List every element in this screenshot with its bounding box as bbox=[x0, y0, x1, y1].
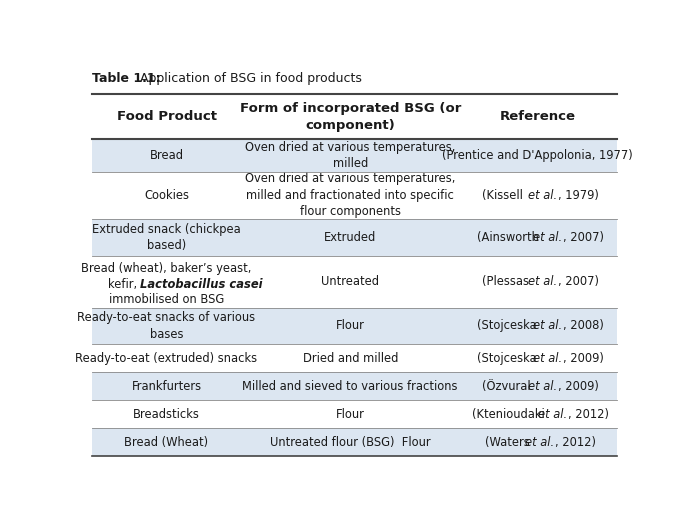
Text: Cookies: Cookies bbox=[144, 189, 189, 202]
Text: (Kissell: (Kissell bbox=[482, 189, 527, 202]
Text: Breadsticks: Breadsticks bbox=[133, 408, 200, 421]
Text: et al.: et al. bbox=[528, 380, 557, 393]
Text: Food Product: Food Product bbox=[117, 110, 216, 123]
Text: et al.: et al. bbox=[533, 319, 562, 332]
Text: Bread (Wheat): Bread (Wheat) bbox=[124, 436, 209, 449]
Text: et al.: et al. bbox=[533, 231, 562, 244]
Text: Table 1.1:: Table 1.1: bbox=[92, 72, 160, 84]
Text: (Stojceska: (Stojceska bbox=[477, 352, 540, 365]
Text: (Plessas: (Plessas bbox=[482, 275, 533, 288]
Bar bbox=[92, 400, 616, 428]
Text: , 2008): , 2008) bbox=[563, 319, 604, 332]
Text: (Waters: (Waters bbox=[485, 436, 533, 449]
Text: et al.: et al. bbox=[525, 436, 554, 449]
Text: immobilised on BSG: immobilised on BSG bbox=[109, 294, 224, 306]
Text: et al.: et al. bbox=[528, 275, 557, 288]
Text: , 2009): , 2009) bbox=[563, 352, 604, 365]
Bar bbox=[92, 344, 616, 372]
Text: Frankfurters: Frankfurters bbox=[131, 380, 202, 393]
Text: Extruded snack (chickpea
based): Extruded snack (chickpea based) bbox=[92, 223, 241, 252]
Bar bbox=[92, 140, 616, 172]
Text: Bread: Bread bbox=[149, 149, 184, 162]
Text: kefir,: kefir, bbox=[108, 278, 141, 291]
Text: Ready-to-eat (extruded) snacks: Ready-to-eat (extruded) snacks bbox=[75, 352, 258, 365]
Text: (Ainsworth: (Ainsworth bbox=[477, 231, 543, 244]
Bar bbox=[92, 256, 616, 307]
Text: (Prentice and D'Appolonia, 1977): (Prentice and D'Appolonia, 1977) bbox=[442, 149, 633, 162]
Text: Lactobacillus casei: Lactobacillus casei bbox=[140, 278, 263, 291]
Text: Flour: Flour bbox=[336, 319, 365, 332]
Text: Untreated: Untreated bbox=[321, 275, 379, 288]
Bar bbox=[92, 307, 616, 344]
Text: , 2012): , 2012) bbox=[568, 408, 609, 421]
Text: Milled and sieved to various fractions: Milled and sieved to various fractions bbox=[243, 380, 458, 393]
Bar bbox=[92, 172, 616, 219]
Bar bbox=[92, 428, 616, 456]
Text: (Ktenioudaki: (Ktenioudaki bbox=[473, 408, 549, 421]
Text: Flour: Flour bbox=[336, 408, 365, 421]
Text: Form of incorporated BSG (or
component): Form of incorporated BSG (or component) bbox=[240, 102, 461, 132]
Text: Reference: Reference bbox=[500, 110, 576, 123]
Text: Application of BSG in food products: Application of BSG in food products bbox=[135, 72, 361, 84]
Text: , 2012): , 2012) bbox=[556, 436, 596, 449]
Text: , 2007): , 2007) bbox=[558, 275, 599, 288]
Text: , 2009): , 2009) bbox=[558, 380, 599, 393]
Text: Oven dried at various temperatures,
milled and fractionated into specific
flour : Oven dried at various temperatures, mill… bbox=[245, 173, 455, 218]
Text: (Stojceska: (Stojceska bbox=[477, 319, 540, 332]
Text: et al.: et al. bbox=[533, 352, 562, 365]
Text: et al.: et al. bbox=[538, 408, 567, 421]
Text: Untreated flour (BSG)  Flour: Untreated flour (BSG) Flour bbox=[270, 436, 430, 449]
Text: Bread (wheat), baker’s yeast,: Bread (wheat), baker’s yeast, bbox=[82, 262, 252, 275]
Text: Ready-to-eat snacks of various
bases: Ready-to-eat snacks of various bases bbox=[77, 311, 256, 340]
Bar bbox=[92, 94, 616, 140]
Text: , 2007): , 2007) bbox=[563, 231, 604, 244]
Text: et al.: et al. bbox=[528, 189, 557, 202]
Text: , 1979): , 1979) bbox=[558, 189, 599, 202]
Text: Oven dried at various temperatures,
milled: Oven dried at various temperatures, mill… bbox=[245, 141, 455, 170]
Bar bbox=[92, 219, 616, 256]
Bar bbox=[92, 372, 616, 400]
Text: (Özvural: (Özvural bbox=[482, 380, 535, 393]
Text: Dried and milled: Dried and milled bbox=[303, 352, 398, 365]
Text: Extruded: Extruded bbox=[324, 231, 377, 244]
